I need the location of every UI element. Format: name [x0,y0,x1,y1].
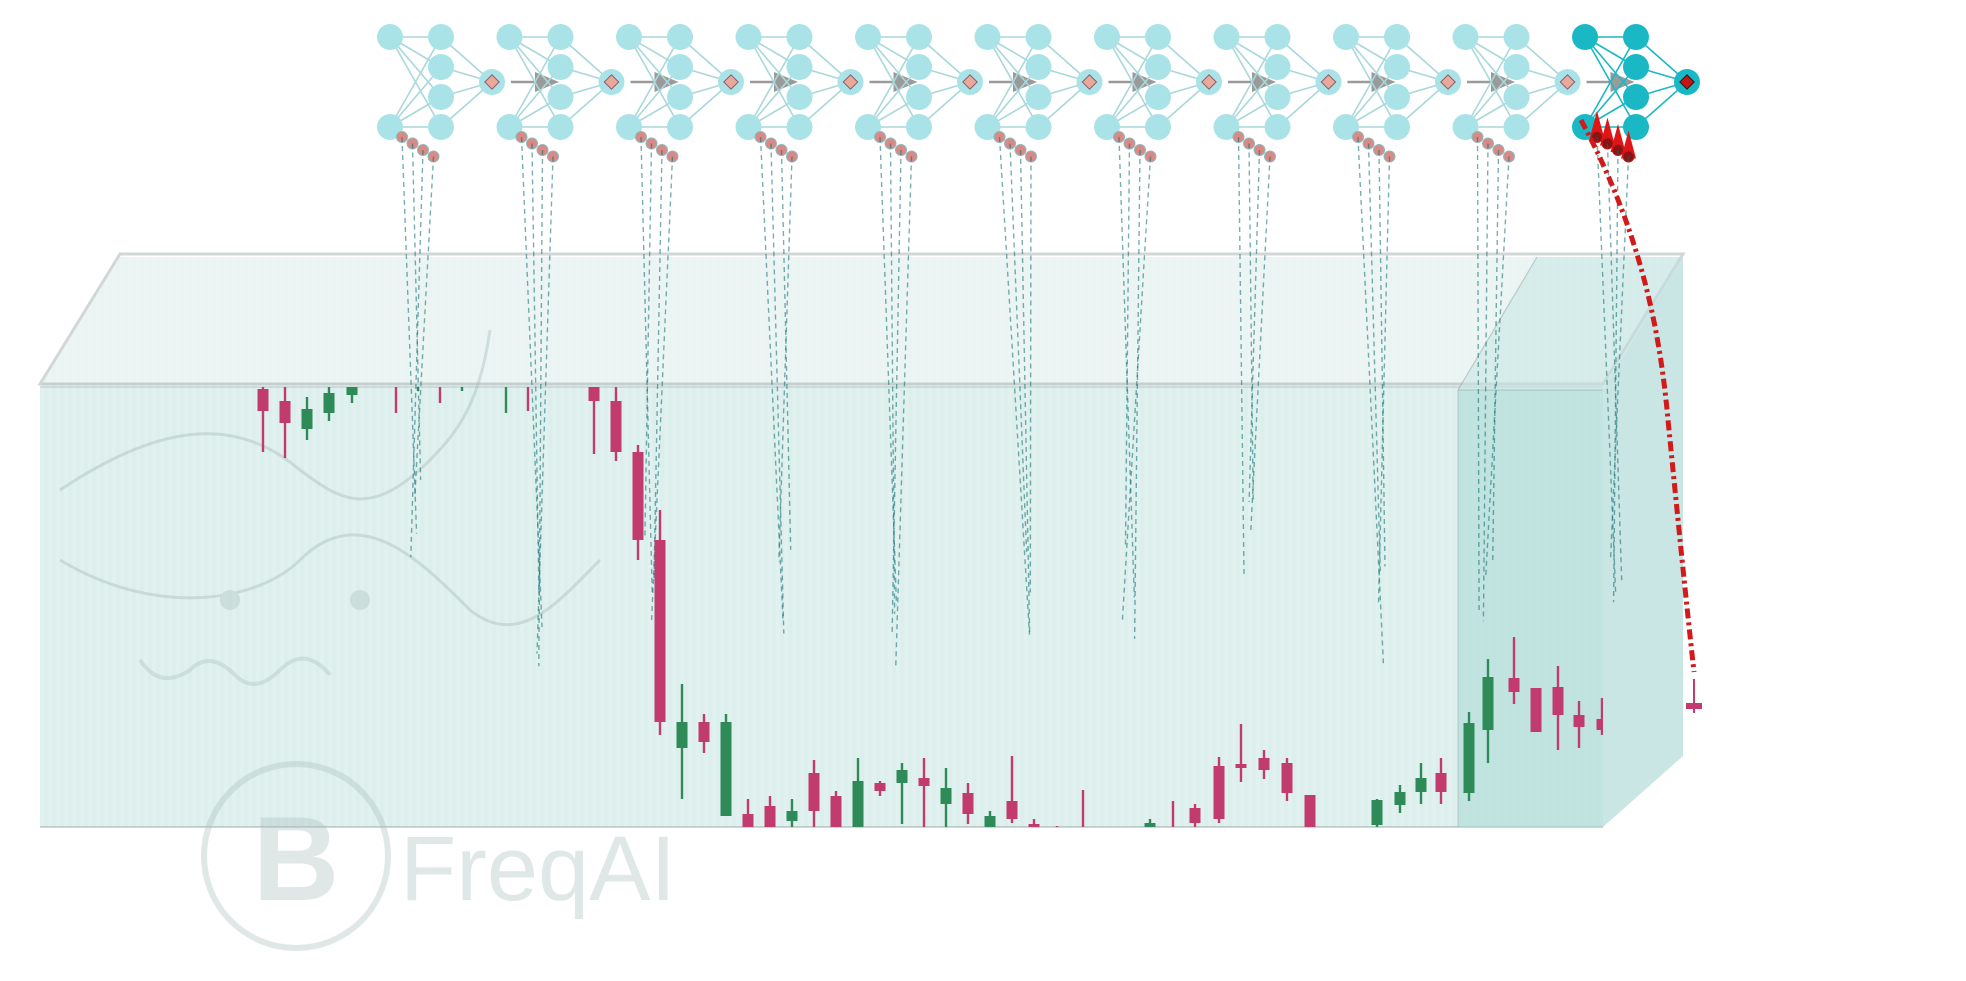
svg-text:B: B [253,792,340,926]
svg-text:FreqAI: FreqAI [400,818,676,920]
